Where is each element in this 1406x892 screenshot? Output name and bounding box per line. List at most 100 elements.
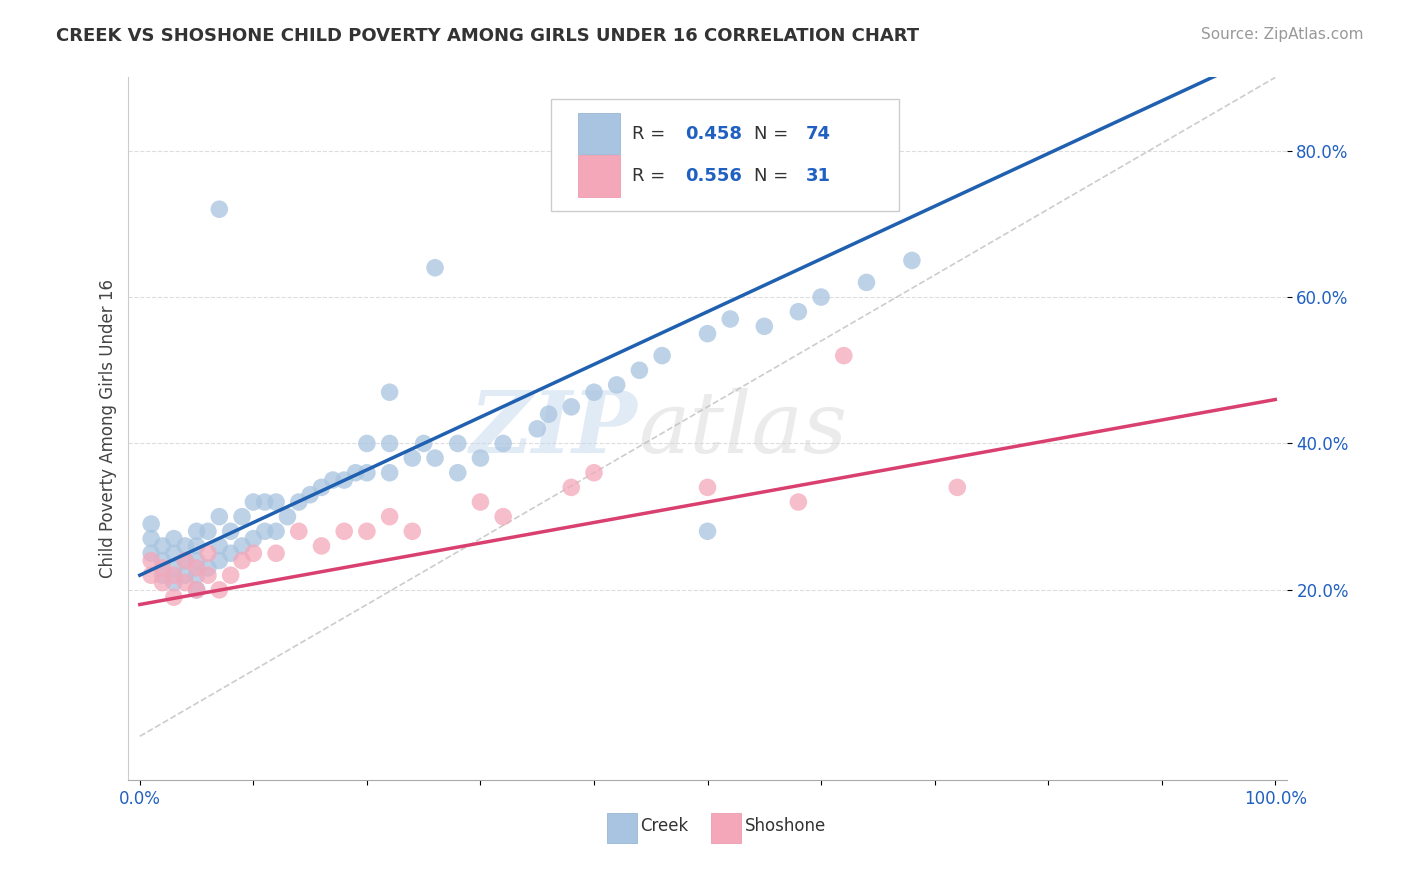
Point (152, 539, 174, 553)
Point (197, 561, 219, 575)
Point (163, 568, 186, 582)
Point (264, 524, 287, 539)
Point (219, 568, 242, 582)
Text: 0.458: 0.458 (686, 125, 742, 143)
Point (152, 575, 174, 590)
Point (186, 561, 208, 575)
Point (696, 524, 718, 539)
Point (208, 509, 231, 524)
Point (288, 524, 311, 539)
Point (208, 582, 231, 597)
Point (219, 546, 242, 560)
FancyBboxPatch shape (607, 814, 637, 843)
Point (492, 509, 515, 524)
Point (718, 312, 741, 326)
Point (288, 495, 311, 509)
Point (832, 349, 855, 363)
Point (186, 553, 208, 567)
Point (264, 546, 287, 560)
Point (537, 407, 560, 421)
Point (186, 524, 208, 539)
Point (470, 495, 492, 509)
Point (231, 553, 253, 567)
Point (696, 480, 718, 494)
Point (174, 575, 197, 590)
Point (946, 480, 969, 494)
Point (174, 553, 197, 567)
Point (174, 568, 197, 582)
Point (186, 539, 208, 553)
Point (356, 436, 378, 450)
Point (344, 466, 367, 480)
Point (526, 422, 548, 436)
Point (470, 451, 492, 466)
Point (311, 480, 333, 494)
Point (231, 509, 253, 524)
Text: Creek: Creek (640, 817, 689, 835)
Text: atlas: atlas (638, 387, 848, 470)
FancyBboxPatch shape (711, 814, 741, 843)
Y-axis label: Child Poverty Among Girls Under 16: Child Poverty Among Girls Under 16 (100, 279, 117, 578)
Point (628, 363, 651, 377)
Point (492, 436, 515, 450)
Point (447, 466, 470, 480)
Text: R =: R = (633, 167, 671, 185)
Point (311, 539, 333, 553)
Point (855, 276, 877, 290)
Point (208, 539, 231, 553)
Text: ZIP: ZIP (470, 387, 638, 471)
Point (197, 546, 219, 560)
Point (163, 561, 186, 575)
Point (141, 532, 163, 546)
FancyBboxPatch shape (551, 98, 898, 211)
Point (651, 349, 673, 363)
Point (163, 532, 186, 546)
Point (141, 516, 163, 531)
Point (333, 473, 356, 487)
Point (322, 473, 344, 487)
Point (810, 290, 832, 304)
Point (378, 466, 401, 480)
Point (264, 495, 287, 509)
Point (787, 495, 810, 509)
Point (186, 582, 208, 597)
Text: 0.556: 0.556 (686, 167, 742, 185)
Point (423, 260, 446, 275)
Text: N =: N = (754, 167, 794, 185)
Point (447, 436, 470, 450)
Point (378, 436, 401, 450)
Text: CREEK VS SHOSHONE CHILD POVERTY AMONG GIRLS UNDER 16 CORRELATION CHART: CREEK VS SHOSHONE CHILD POVERTY AMONG GI… (56, 27, 920, 45)
Point (231, 539, 253, 553)
Point (696, 326, 718, 341)
Point (401, 451, 423, 466)
Text: Source: ZipAtlas.com: Source: ZipAtlas.com (1201, 27, 1364, 42)
Point (197, 524, 219, 539)
Point (152, 553, 174, 567)
Point (163, 590, 186, 604)
Point (253, 495, 276, 509)
Point (208, 553, 231, 567)
Point (141, 553, 163, 567)
Text: 31: 31 (806, 167, 831, 185)
Point (219, 524, 242, 539)
Point (152, 568, 174, 582)
Point (582, 385, 605, 400)
Point (163, 546, 186, 560)
Point (141, 546, 163, 560)
Point (253, 524, 276, 539)
Point (582, 466, 605, 480)
Point (141, 568, 163, 582)
Point (378, 509, 401, 524)
Point (186, 582, 208, 597)
Point (163, 575, 186, 590)
Point (174, 539, 197, 553)
Point (356, 466, 378, 480)
Point (378, 385, 401, 400)
Point (606, 377, 628, 392)
Point (276, 509, 298, 524)
Point (299, 488, 322, 502)
Point (174, 553, 197, 567)
Point (356, 524, 378, 539)
Point (423, 451, 446, 466)
FancyBboxPatch shape (578, 155, 620, 196)
